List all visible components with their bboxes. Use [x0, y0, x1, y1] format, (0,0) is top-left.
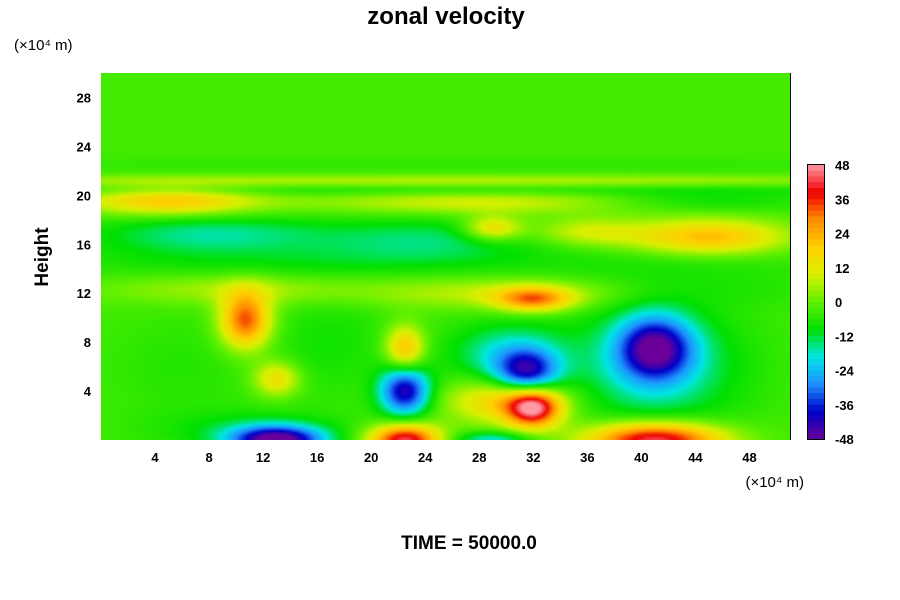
colorbar-band [808, 284, 824, 292]
x-axis-ticks: 4 8 12 16 20 24 28 32 36 40 44 48 [151, 450, 756, 465]
y-tick-label: 8 [84, 335, 91, 350]
colorbar-band [808, 393, 824, 400]
colorbar-tick-label: -48 [835, 432, 854, 447]
colorbar-band [808, 313, 824, 320]
colorbar-band [808, 187, 824, 195]
y-tick-label: 28 [77, 90, 91, 105]
colorbar-band [808, 165, 824, 172]
colorbar-tick-label: -24 [835, 364, 855, 379]
colorbar-band [808, 341, 824, 349]
colorbar-tick-label: -12 [835, 329, 854, 344]
colorbar-band [808, 239, 824, 246]
x-axis-unit: (×10⁴ m) [745, 474, 804, 491]
chart-title: zonal velocity [367, 3, 525, 30]
colorbar-band [808, 387, 824, 394]
colorbar-tick-label: -36 [835, 398, 854, 413]
x-tick-label: 20 [364, 450, 378, 465]
colorbar-band [808, 296, 824, 303]
colorbar-band [808, 170, 824, 178]
y-tick-label: 24 [77, 139, 92, 154]
y-axis-label: Height [32, 227, 53, 287]
y-tick-label: 4 [84, 384, 92, 399]
colorbar-band [808, 336, 824, 343]
colorbar-band [808, 410, 824, 417]
time-label: TIME = 50000.0 [401, 533, 537, 554]
colorbar-band [808, 199, 824, 206]
x-tick-label: 48 [742, 450, 756, 465]
colorbar-band [808, 250, 824, 257]
colorbar-ticks: 48 36 24 12 0 -12 -24 -36 -48 [835, 158, 855, 447]
colorbar-band [808, 290, 824, 297]
colorbar-band [808, 416, 824, 423]
colorbar-band [808, 216, 824, 223]
colorbar-band [808, 330, 824, 337]
colorbar-bands [808, 165, 824, 440]
colorbar-frame [807, 164, 825, 440]
colorbar-tick-label: 48 [835, 158, 849, 173]
colorbar-band [808, 244, 824, 252]
colorbar: 48 36 24 12 0 -12 -24 -36 -48 [807, 158, 855, 447]
y-tick-label: 20 [77, 188, 91, 203]
x-tick-label: 44 [688, 450, 703, 465]
x-tick-label: 36 [580, 450, 594, 465]
colorbar-band [808, 324, 824, 332]
x-tick-label: 8 [205, 450, 212, 465]
colorbar-band [808, 193, 824, 200]
x-tick-label: 32 [526, 450, 540, 465]
colorbar-band [808, 210, 824, 217]
colorbar-band [808, 364, 824, 372]
y-axis-unit: (×10⁴ m) [14, 37, 73, 54]
colorbar-tick-label: 0 [835, 295, 842, 310]
colorbar-band [808, 279, 824, 286]
colorbar-band [808, 176, 824, 183]
colorbar-band [808, 302, 824, 309]
colorbar-band [808, 222, 824, 229]
colorbar-band [808, 262, 824, 269]
colorbar-tick-label: 36 [835, 192, 849, 207]
x-tick-label: 24 [418, 450, 433, 465]
colorbar-band [808, 353, 824, 360]
colorbar-band [808, 399, 824, 406]
velocity-field [101, 73, 790, 440]
colorbar-band [808, 267, 824, 275]
x-tick-label: 28 [472, 450, 486, 465]
colorbar-band [808, 182, 824, 189]
colorbar-band [808, 307, 824, 315]
x-tick-label: 40 [634, 450, 648, 465]
colorbar-tick-label: 12 [835, 261, 849, 276]
colorbar-band [808, 433, 824, 440]
colorbar-band [808, 256, 824, 263]
x-tick-label: 12 [256, 450, 270, 465]
heatmap-area [101, 73, 790, 440]
colorbar-band [808, 319, 824, 326]
colorbar-band [808, 376, 824, 383]
colorbar-band [808, 204, 824, 212]
colorbar-band [808, 427, 824, 434]
colorbar-band [808, 273, 824, 280]
colorbar-band [808, 370, 824, 377]
colorbar-band [808, 421, 824, 429]
x-tick-label: 16 [310, 450, 324, 465]
y-tick-label: 16 [77, 237, 91, 252]
x-tick-label: 4 [151, 450, 159, 465]
colorbar-band [808, 347, 824, 354]
colorbar-tick-label: 24 [835, 227, 850, 242]
y-axis-ticks: 4 8 12 16 20 24 28 [77, 90, 92, 399]
colorbar-band [808, 227, 824, 235]
colorbar-band [808, 404, 824, 412]
colorbar-band [808, 359, 824, 366]
colorbar-band [808, 381, 824, 389]
colorbar-band [808, 233, 824, 240]
y-tick-label: 12 [77, 286, 91, 301]
